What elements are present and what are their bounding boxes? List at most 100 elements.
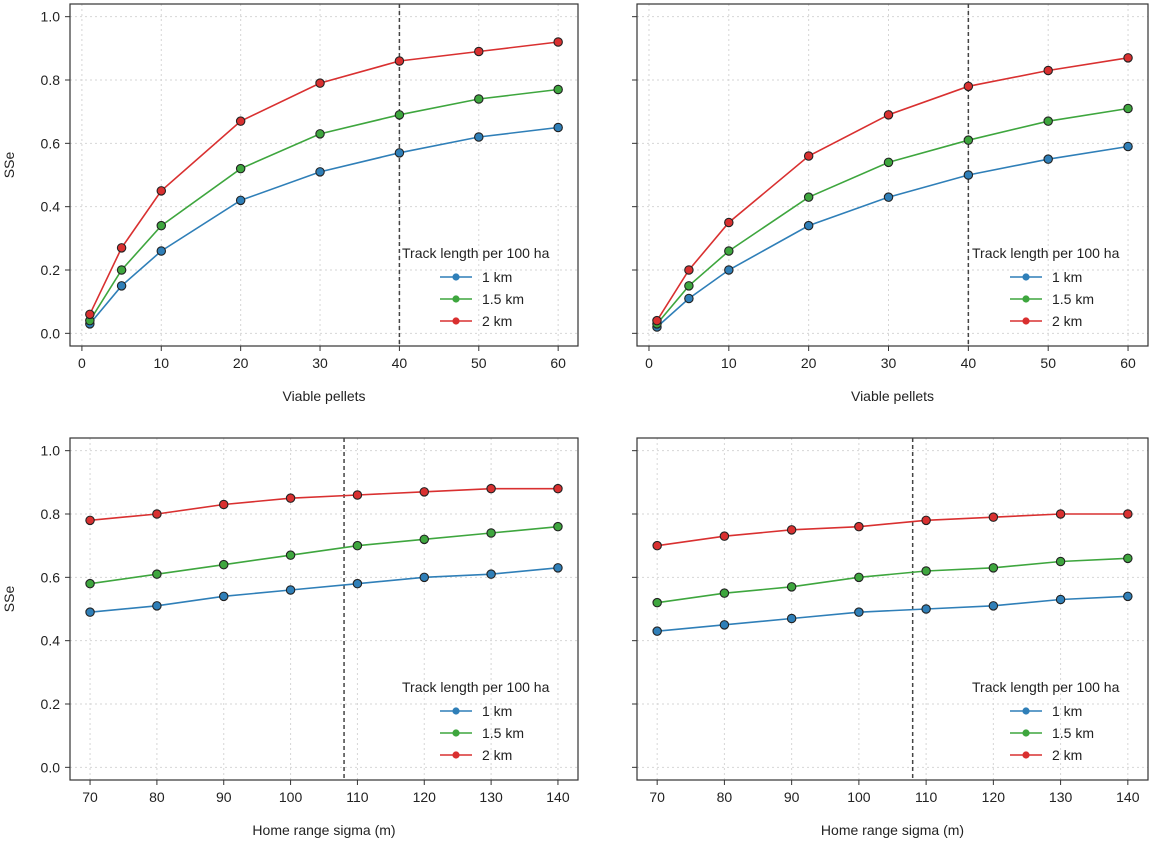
data-point [1123,53,1133,63]
x-tick-label: 20 [801,355,817,371]
data-point [1055,594,1066,605]
data-point [1043,154,1053,164]
data-point [963,170,974,180]
x-tick-label: 70 [649,789,665,805]
x-tick-label: 130 [1049,789,1073,805]
legend-swatch-point [452,295,460,303]
data-point [419,572,430,583]
data-point [352,578,363,589]
series-line-1_5km [89,88,559,322]
y-tick-label: 0.6 [41,135,61,151]
legend-swatch-point [1022,295,1030,303]
data-point [116,265,127,275]
data-point [921,515,931,526]
chart-panel-bottom-right: 70 80 90 100 110 120 130 140 Home range sigma (m… [632,437,1149,838]
data-point [1055,509,1066,519]
legend-swatch-point [452,707,460,715]
legend: Track length per 100 ha 1 km 1.5 km 2 km [972,679,1120,763]
legend-label: 2 km [1052,313,1082,329]
data-point [116,243,127,253]
chart-panel-top-right: 0 10 20 30 40 50 60 Viable pellets Track length … [632,3,1149,404]
data-point [963,81,974,92]
x-tick-label: 90 [784,789,800,805]
x-tick-label: 60 [550,355,566,371]
data-point [988,601,999,611]
data-point [486,483,496,494]
y-tick-label: 0.2 [41,262,61,278]
y-tick-label: 0.2 [41,696,61,712]
legend-swatch-point [452,273,460,281]
data-point [85,578,95,589]
legend-label: 1.5 km [482,291,524,307]
data-point [419,487,430,497]
legend-swatch-point [1022,729,1030,737]
legend-title: Track length per 100 ha [972,679,1120,695]
data-point [85,607,95,617]
data-point [486,569,496,579]
x-tick-label: 10 [153,355,169,371]
plot-frame [69,437,579,781]
plot-frame [636,3,1149,347]
data-point [152,509,162,519]
data-point [854,572,864,583]
data-point [152,569,162,579]
data-point [1043,65,1053,76]
data-point [652,540,662,551]
data-point [786,613,797,624]
data-point [652,315,662,326]
series-line-1_5km [657,557,1128,604]
chart-panel-bottom-left: 70 80 90 100 110 120 130 140 0.0 0.2 0.4 0.6 0.8 1.0 H… [1,437,579,838]
data-point [553,37,563,47]
legend-label: 1 km [1052,703,1082,719]
data-point [963,135,974,145]
x-tick-label: 50 [1040,355,1056,371]
x-tick-label: 20 [233,355,249,371]
series-line-1km [89,567,559,613]
data-point [803,192,814,202]
x-tick-label: 120 [413,789,437,805]
data-point [85,515,95,526]
y-tick-label: 0.8 [41,506,61,522]
data-point [719,531,730,541]
data-point [1123,509,1133,519]
x-tick-label: 60 [1120,355,1136,371]
legend-swatch-point [1022,751,1030,759]
data-point [285,550,296,560]
data-point [315,167,325,177]
x-tick-label: 140 [1116,789,1140,805]
data-point [1043,116,1053,126]
data-point [719,588,730,598]
legend: Track length per 100 ha 1 km 1.5 km 2 km [402,679,550,763]
x-tick-label: 70 [82,789,98,805]
data-point [652,626,662,636]
data-point [803,220,814,231]
x-tick-label: 80 [149,789,165,805]
x-tick-label: 30 [881,355,897,371]
data-point [474,94,484,104]
data-point [218,559,229,570]
data-point [156,186,167,196]
data-point [803,151,814,161]
legend-swatch-point [452,751,460,759]
series-line-1km [656,145,1129,328]
data-point [1123,103,1133,114]
data-point [474,132,484,142]
legend-swatch-point [1022,273,1030,281]
data-point [652,597,662,608]
legend-label: 1 km [482,269,512,285]
data-point [394,148,405,158]
data-point [883,157,894,168]
y-tick-label: 0.4 [41,633,61,649]
series-line-2km [657,513,1128,547]
series-line-1km [89,126,559,325]
legend-label: 2 km [482,313,512,329]
data-point [352,490,363,500]
data-point [352,540,363,551]
legend-swatch-point [1022,707,1030,715]
data-point [883,110,894,120]
data-point [988,563,999,573]
y-tick-label: 1.0 [41,443,61,459]
data-point [474,46,484,57]
legend-label: 1.5 km [1052,291,1094,307]
x-axis-label: Viable pellets [851,388,934,404]
